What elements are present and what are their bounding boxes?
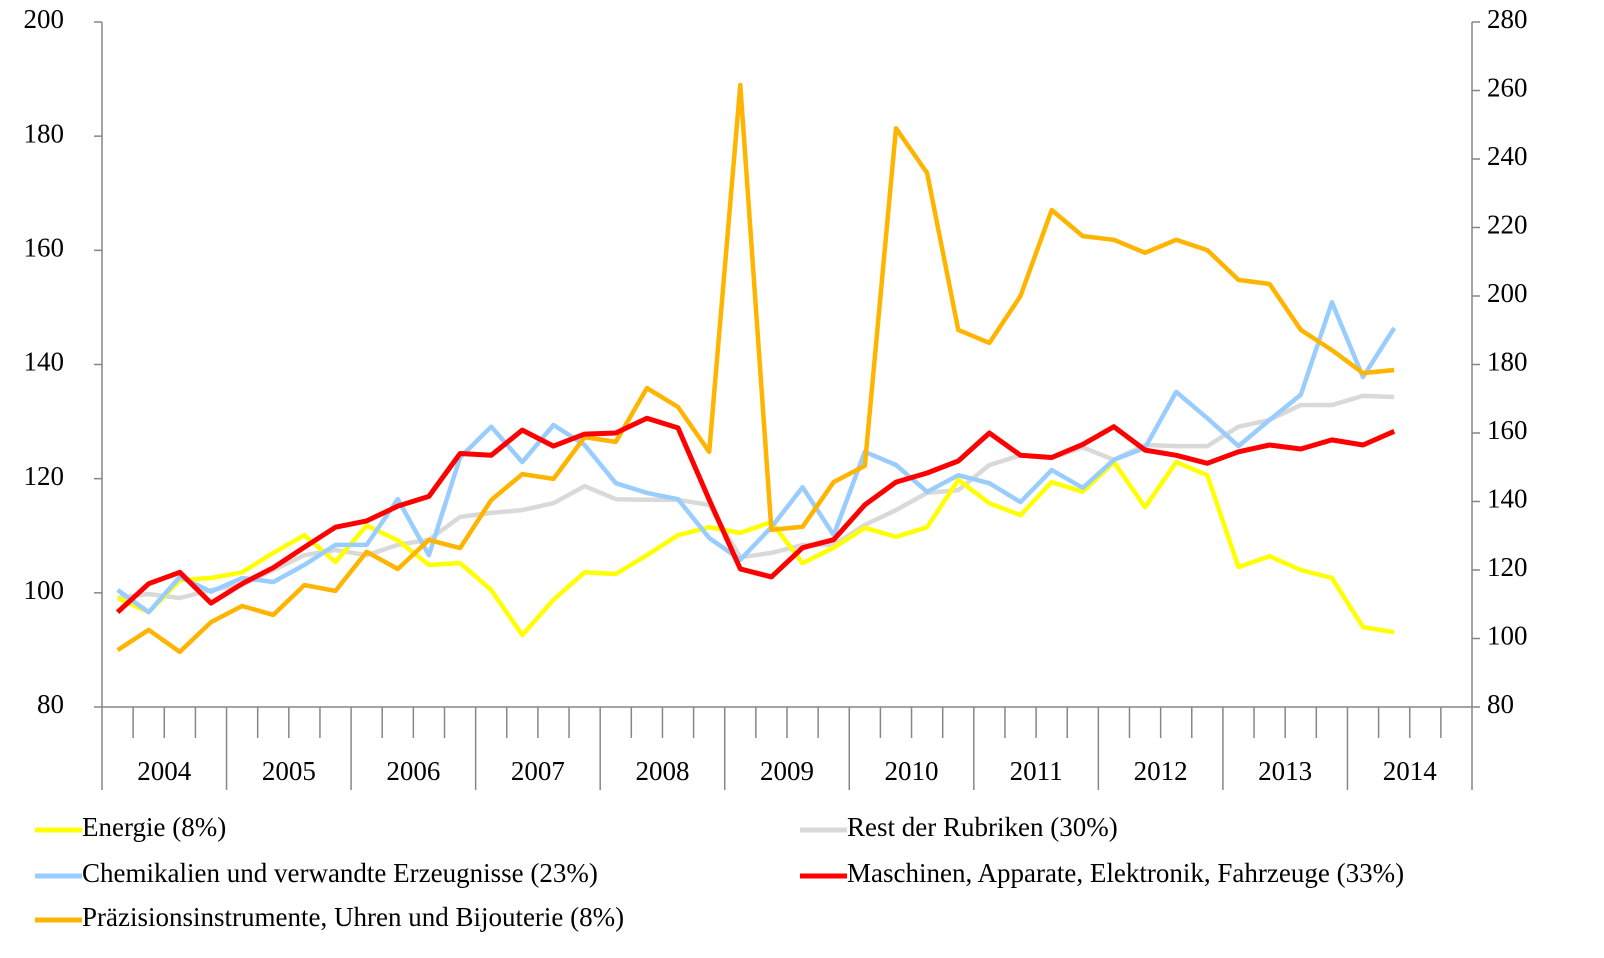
y2-tick-label: 240: [1487, 141, 1528, 171]
y2-tick-label: 180: [1487, 347, 1528, 377]
y-tick-label: 200: [24, 4, 65, 34]
x-group-label: 2009: [760, 756, 814, 786]
x-group-label: 2007: [511, 756, 565, 786]
x-group-label: 2006: [386, 756, 440, 786]
x-group-label: 2008: [635, 756, 689, 786]
x-group-label: 2004: [137, 756, 192, 786]
legend-label: Präzisionsinstrumente, Uhren und Bijoute…: [82, 902, 624, 932]
series-line: [115, 415, 1396, 615]
legend-label: Energie (8%): [82, 812, 226, 842]
y2-tick-label: 120: [1487, 552, 1528, 582]
y2-tick-label: 140: [1487, 484, 1528, 514]
y-tick-label: 140: [24, 347, 65, 377]
y-tick-label: 120: [24, 461, 65, 491]
series-line: [116, 82, 1395, 655]
x-group-label: 2012: [1134, 756, 1188, 786]
y2-tick-label: 200: [1487, 278, 1528, 308]
y2-tick-label: 280: [1487, 4, 1528, 34]
y-tick-label: 100: [24, 575, 65, 605]
y2-tick-label: 260: [1487, 73, 1528, 103]
y-tick-label: 160: [24, 233, 65, 263]
x-group-label: 2011: [1010, 756, 1063, 786]
series-line: [116, 300, 1397, 615]
x-group-label: 2013: [1258, 756, 1312, 786]
legend-label: Chemikalien und verwandte Erzeugnisse (2…: [82, 858, 598, 888]
series-line: [116, 459, 1395, 638]
y-tick-label: 180: [24, 118, 65, 148]
y2-tick-label: 220: [1487, 210, 1528, 240]
x-group-label: 2005: [262, 756, 316, 786]
legend-label: Maschinen, Apparate, Elektronik, Fahrzeu…: [847, 858, 1404, 888]
y2-tick-label: 160: [1487, 415, 1528, 445]
legend-label: Rest der Rubriken (30%): [847, 812, 1118, 842]
y2-tick-label: 100: [1487, 621, 1528, 651]
y-tick-label: 80: [37, 689, 64, 719]
series-line: [117, 393, 1395, 601]
y2-tick-label: 80: [1487, 689, 1514, 719]
x-group-label: 2014: [1383, 756, 1438, 786]
x-group-label: 2010: [885, 756, 939, 786]
